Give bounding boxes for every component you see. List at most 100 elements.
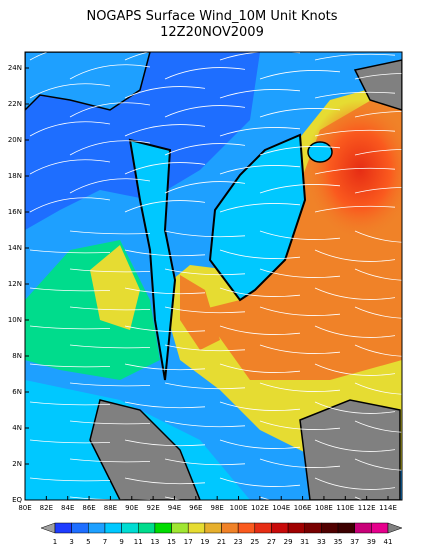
streamline xyxy=(314,439,396,452)
streamline xyxy=(164,306,246,314)
streamline xyxy=(164,230,246,238)
colorbar-box xyxy=(321,522,339,534)
streamline xyxy=(354,111,402,118)
streamline xyxy=(259,344,341,354)
streamline xyxy=(124,249,206,257)
streamline xyxy=(164,496,185,500)
colorbar-label: 25 xyxy=(250,538,259,546)
colorbar-box xyxy=(104,522,122,534)
streamline xyxy=(29,197,111,213)
colorbar-box xyxy=(54,522,72,534)
subtitle: 12Z20NOV2009 xyxy=(160,25,264,40)
streamline xyxy=(124,401,206,409)
colorbar-box xyxy=(354,522,372,534)
streamline xyxy=(164,143,246,156)
colorbar-label: 9 xyxy=(119,538,123,546)
colorbar-end xyxy=(387,522,403,534)
streamline xyxy=(219,89,301,99)
streamline xyxy=(354,268,402,281)
colorbar-label: 31 xyxy=(300,538,309,546)
streamline xyxy=(259,268,341,278)
colorbar-label: 41 xyxy=(384,538,393,546)
streamline xyxy=(69,458,151,463)
streamline xyxy=(219,401,301,411)
colorbar-label: 13 xyxy=(150,538,159,546)
streamline xyxy=(164,420,246,428)
colorbar-end xyxy=(40,522,56,534)
yellow-zone xyxy=(90,245,140,330)
lat-label: 24N xyxy=(8,64,22,72)
streamline xyxy=(219,127,301,137)
colorbar-label: 7 xyxy=(103,538,107,546)
streamline xyxy=(69,178,151,194)
lat-label: 22N xyxy=(8,100,22,108)
colorbar-label: 3 xyxy=(69,538,73,546)
streamline xyxy=(259,108,341,118)
colorbar-box xyxy=(71,522,89,534)
red-core xyxy=(305,100,402,240)
streamline xyxy=(124,325,206,333)
streamline xyxy=(219,249,301,259)
colorbar: 1 3 5 7 9 11 13 15 17 19 21 23 25 27 29 31 33 35 37 39 41 xyxy=(40,522,403,546)
colorbar-box xyxy=(138,522,156,534)
colorbar-label: 35 xyxy=(334,538,343,546)
colorbar-box xyxy=(287,522,306,534)
streamline xyxy=(354,149,402,156)
streamline xyxy=(314,249,396,262)
streamline xyxy=(164,458,246,466)
lat-label: EQ xyxy=(12,496,22,504)
streamline xyxy=(69,230,151,235)
streamline xyxy=(164,268,246,276)
streamline xyxy=(69,268,151,273)
myanmar-coast xyxy=(128,138,177,381)
streamline xyxy=(219,363,301,373)
lat-label: 18N xyxy=(8,172,22,180)
streamline xyxy=(314,477,396,490)
india-coast xyxy=(25,52,151,112)
lon-label: 88E xyxy=(104,504,117,512)
hainan xyxy=(307,141,333,163)
streamline xyxy=(314,363,396,376)
streamline xyxy=(124,439,206,447)
colorbar-label: 15 xyxy=(167,538,176,546)
colorbar-label: 27 xyxy=(267,538,276,546)
colorbar-label: 21 xyxy=(217,538,226,546)
colorbar-label: 1 xyxy=(53,538,57,546)
streamline xyxy=(354,73,402,80)
streamline xyxy=(259,382,341,392)
colorbar-label: 5 xyxy=(86,538,90,546)
lon-label: 90E xyxy=(125,504,138,512)
lat-label: 2N xyxy=(12,460,22,468)
colorbar-box xyxy=(171,522,189,534)
lat-label: 12N xyxy=(8,280,22,288)
streamline xyxy=(69,420,151,425)
streamline xyxy=(259,458,341,468)
streamline xyxy=(164,382,246,390)
streamline xyxy=(314,401,396,414)
streamline xyxy=(314,205,396,213)
lon-label: 82E xyxy=(40,504,53,512)
streamline xyxy=(29,52,49,61)
lon-label: 104E xyxy=(272,504,290,512)
lon-label: 98E xyxy=(211,504,224,512)
streamline xyxy=(314,325,396,338)
colorbar-label: 37 xyxy=(350,538,359,546)
title: NOGAPS Surface Wind_10M Unit Knots xyxy=(86,9,337,24)
colorbar-box xyxy=(221,522,239,534)
streamline xyxy=(29,325,111,330)
colorbar-label: 39 xyxy=(367,538,376,546)
lon-label: 110E xyxy=(336,504,354,512)
streamline xyxy=(124,86,206,99)
lon-label: 80E xyxy=(18,504,31,512)
streamline xyxy=(354,382,402,395)
lon-label: 96E xyxy=(189,504,202,512)
lon-label: 84E xyxy=(61,504,74,512)
colorbar-box xyxy=(121,522,139,534)
streamline xyxy=(259,70,341,80)
streamline xyxy=(354,306,402,319)
streamline xyxy=(124,162,206,175)
streamline xyxy=(314,91,396,99)
streamline xyxy=(354,458,402,471)
lat-label: 10N xyxy=(8,316,22,324)
